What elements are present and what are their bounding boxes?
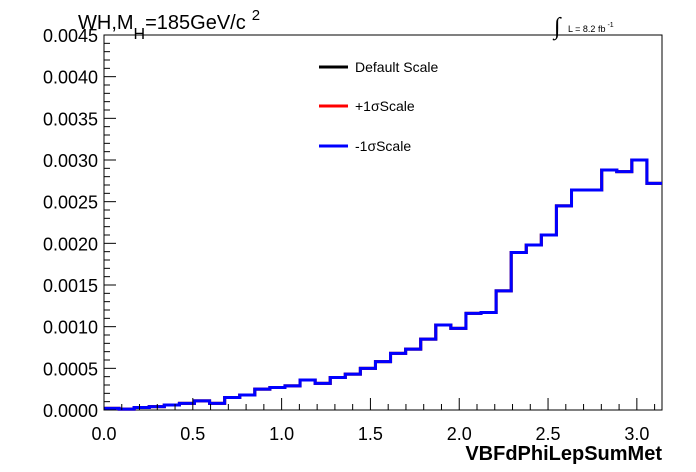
x-tick-label: 2.5 bbox=[536, 424, 561, 444]
x-tick-label: 1.0 bbox=[269, 424, 294, 444]
x-tick-label: 2.0 bbox=[447, 424, 472, 444]
y-tick-label: 0.0005 bbox=[43, 359, 98, 379]
x-axis-label: VBFdPhiLepSumMet bbox=[465, 443, 662, 465]
histogram-series-group bbox=[104, 158, 662, 411]
luminosity-superscript: -1 bbox=[607, 22, 613, 29]
y-tick-label: 0.0000 bbox=[43, 401, 98, 421]
x-axis: 0.0 0.5 1.0 1.5 2.0 2.5 3.0 bbox=[91, 398, 656, 444]
y-tick-label: 0.0035 bbox=[43, 109, 98, 129]
y-tick-label: 0.0010 bbox=[43, 318, 98, 338]
luminosity-text: L = 8.2 fb bbox=[568, 24, 605, 34]
y-tick-label: 0.0030 bbox=[43, 151, 98, 171]
y-tick-label: 0.0015 bbox=[43, 276, 98, 296]
y-axis: 0.0000 0.0005 0.0010 0.0015 0.0020 0.0025 0.00… bbox=[43, 26, 116, 421]
title-main: WH,M bbox=[78, 12, 134, 34]
legend-label-minus-sigma: -1σScale bbox=[355, 138, 411, 154]
y-tick-label: 0.0045 bbox=[43, 26, 98, 46]
legend-label-default: Default Scale bbox=[355, 59, 438, 75]
luminosity-label: L = 8.2 fb -1 bbox=[568, 22, 614, 34]
y-tick-label: 0.0020 bbox=[43, 234, 98, 254]
integral-symbol: ∫ bbox=[552, 14, 562, 41]
x-tick-label: 0.0 bbox=[91, 424, 116, 444]
title-subscript: H bbox=[134, 26, 146, 43]
legend-label-plus-sigma: +1σScale bbox=[355, 98, 415, 114]
x-tick-label: 0.5 bbox=[180, 424, 205, 444]
histogram-series-1 bbox=[104, 158, 662, 411]
histogram-series-0 bbox=[104, 158, 662, 411]
x-tick-label: 1.5 bbox=[358, 424, 383, 444]
plot-frame bbox=[103, 34, 663, 411]
chart-title: WH,MH=185GeV/c 2 bbox=[78, 7, 260, 43]
y-tick-label: 0.0025 bbox=[43, 193, 98, 213]
title-superscript: 2 bbox=[252, 7, 260, 24]
x-tick-label: 3.0 bbox=[624, 424, 649, 444]
y-tick-label: 0.0040 bbox=[43, 68, 98, 88]
title-rest: =185GeV/c bbox=[145, 12, 246, 34]
histogram-series-2 bbox=[104, 158, 662, 411]
legend: Default Scale +1σScale -1σScale bbox=[319, 59, 438, 154]
